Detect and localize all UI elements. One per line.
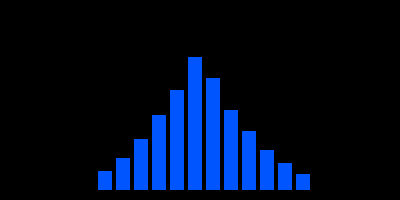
Bar xyxy=(152,115,166,190)
Bar xyxy=(260,150,274,190)
Bar xyxy=(296,174,310,190)
Bar xyxy=(170,90,184,190)
Bar xyxy=(134,139,148,190)
Bar xyxy=(98,171,112,190)
Bar xyxy=(206,78,220,190)
Bar xyxy=(242,131,256,190)
Bar xyxy=(224,110,238,190)
Bar xyxy=(188,57,202,190)
Bar xyxy=(116,158,130,190)
Bar xyxy=(278,163,292,190)
